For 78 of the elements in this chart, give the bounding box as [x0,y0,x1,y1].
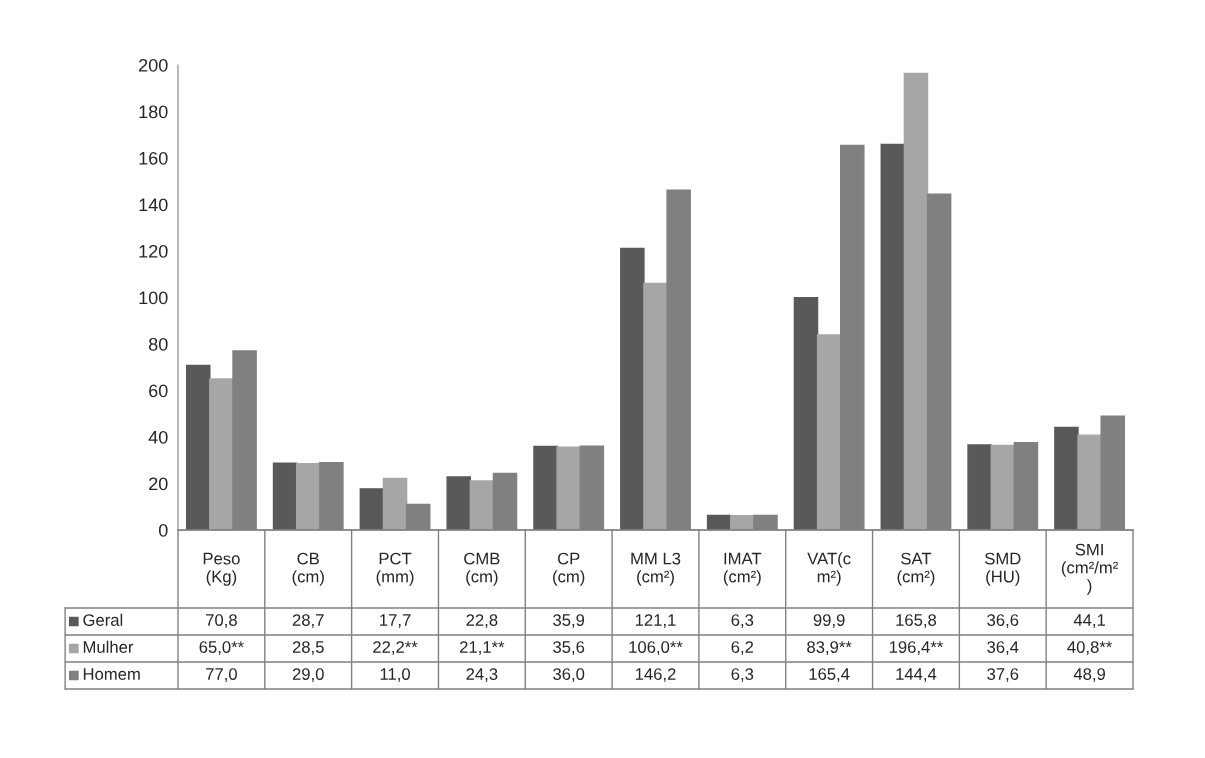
data-label: 35,9 [553,614,585,628]
bar [533,445,558,530]
data-label: 36,0 [553,668,585,682]
data-label: 144,4 [896,668,937,682]
data-label: 165,4 [809,668,850,682]
data-label: 6,3 [731,614,754,628]
data-label: 146,2 [635,668,676,682]
bar [272,462,298,530]
x-tick-label: CP (cm) [553,552,585,586]
bar [990,444,1016,530]
data-label: 70,8 [206,614,237,628]
bar [643,282,668,530]
data-label: 35,6 [553,641,585,655]
data-label: 65,0** [199,641,244,655]
data-label: 29,0 [292,668,324,682]
data-label: 17,7 [380,614,411,628]
data-label: 83,9** [807,641,852,655]
y-tick-label: 200 [139,58,168,72]
data-label: 99,9 [813,614,845,628]
data-label: 11,0 [380,668,410,682]
y-tick-label: 40 [148,430,168,444]
bar [816,334,842,530]
bar [382,477,408,530]
bar [1077,434,1102,530]
data-label: 196,4** [889,641,944,655]
bar [903,72,929,530]
bar [209,378,234,530]
bar [880,143,906,530]
bar [1054,426,1079,530]
data-label: 40,8** [1067,641,1113,655]
bar [620,247,645,530]
x-tick-label: MM L3 (cm²) [631,552,681,586]
x-tick-label: SMD (HU) [985,552,1021,586]
data-label: 22,2** [373,641,418,655]
x-tick-label: CMB (cm) [464,552,500,586]
bar [967,444,992,530]
bar [185,364,211,530]
x-tick-label: VAT(c m²) [807,552,851,586]
y-tick-label: 160 [139,151,168,165]
bar [359,488,385,530]
data-label: 28,5 [292,641,324,655]
data-label: 6,2 [731,641,754,655]
data-label: 106,0** [629,641,683,655]
x-tick-label: Peso (Kg) [203,552,240,586]
legend-label: Homem [83,668,140,680]
data-label: 77,0 [206,668,237,682]
bar [469,480,495,530]
data-label: 28,7 [292,614,324,628]
y-tick-label: 20 [149,477,168,491]
data-label: 36,4 [987,641,1019,655]
bar [793,297,819,530]
data-label: 36,6 [987,614,1019,628]
y-tick-label: 100 [139,291,168,305]
y-tick-label: 140 [139,198,168,212]
data-label: 165,8 [896,614,937,628]
data-label: 48,9 [1073,668,1106,682]
bar [556,446,581,530]
x-tick-label: SAT (cm²) [897,552,935,586]
legend-label: Geral [83,613,123,626]
y-tick-label: 80 [148,337,168,351]
y-tick-label: 0 [158,523,168,537]
y-tick-label: 180 [139,105,168,119]
data-label: 21,1** [460,641,505,655]
data-label: 24,3 [466,668,498,682]
bar [446,476,471,530]
data-label: 37,6 [987,668,1019,682]
legend-label: Mulher [83,640,134,653]
x-tick-label: IMAT (cm²) [723,552,762,586]
bar [295,463,321,530]
y-tick-label: 120 [139,244,168,258]
x-tick-label: SMI (cm²/m² ) [1061,543,1118,595]
x-tick-label: PCT (mm) [376,552,414,586]
data-label: 44,1 [1073,614,1105,628]
data-label: 121,1 [635,614,676,628]
y-tick-label: 60 [149,384,168,398]
data-label: 22,8 [466,614,498,628]
x-tick-label: CB (cm) [292,552,324,586]
data-label: 6,3 [731,668,754,682]
